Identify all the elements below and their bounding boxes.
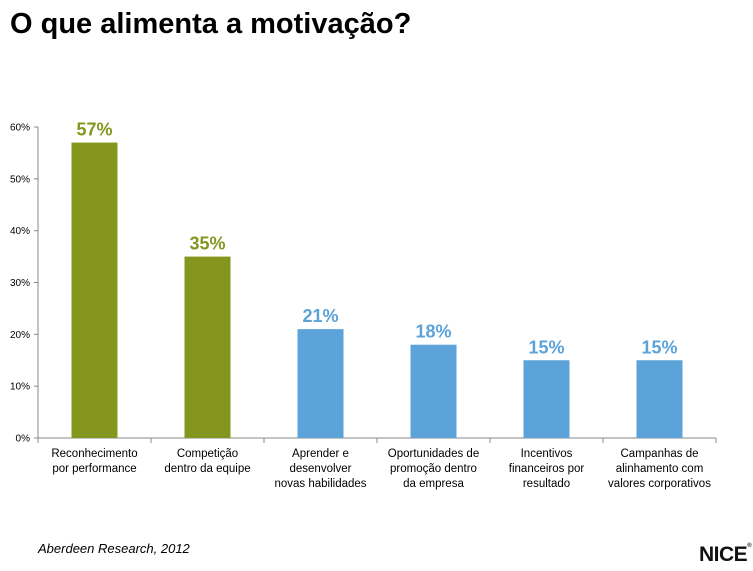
- y-tick-label: 20%: [10, 330, 30, 341]
- category-label-line: da empresa: [403, 478, 464, 490]
- category-label: Incentivos financeiros por resultado: [509, 448, 585, 490]
- y-tick-label: 10%: [10, 382, 30, 393]
- category-label-line: desenvolver: [289, 463, 351, 475]
- source-note: Aberdeen Research, 2012: [38, 541, 190, 556]
- data-label: 21%: [302, 306, 338, 326]
- category-label-line: Aprender e: [292, 448, 349, 460]
- category-label-line: Reconhecimento: [51, 448, 137, 460]
- y-tick-label: 30%: [10, 278, 30, 289]
- category-label: Aprender e desenvolver novas habilidades: [274, 448, 366, 490]
- data-label: 15%: [641, 337, 677, 357]
- category-label-line: Incentivos: [521, 448, 573, 460]
- data-label: 15%: [528, 337, 564, 357]
- logo-text: NICE: [699, 543, 748, 566]
- category-label-line: financeiros por: [509, 463, 585, 475]
- category-label-line: resultado: [523, 478, 570, 490]
- category-label-line: Competição: [177, 448, 238, 460]
- bar: [71, 142, 118, 439]
- category-label-line: Campanhas de: [621, 448, 699, 460]
- data-label: 35%: [189, 234, 225, 254]
- data-label: 18%: [415, 322, 451, 342]
- bar: [523, 360, 570, 438]
- y-tick-label: 40%: [10, 226, 30, 237]
- page-title: O que alimenta a motivação?: [10, 8, 412, 40]
- category-label-line: novas habilidades: [274, 478, 366, 490]
- category-label: Reconhecimento por performance: [51, 448, 137, 475]
- y-tick-label: 0%: [16, 434, 31, 445]
- y-tick-label: 50%: [10, 174, 30, 185]
- data-label: 57%: [76, 120, 112, 140]
- category-label-line: promoção dentro: [390, 463, 477, 475]
- category-label-line: dentro da equipe: [164, 463, 250, 475]
- category-label-line: valores corporativos: [608, 478, 711, 490]
- category-label: Campanhas de alinhamento com valores corpo…: [608, 448, 711, 490]
- category-label-line: por performance: [52, 463, 136, 475]
- bar: [184, 256, 231, 438]
- nice-logo: NICE®: [699, 543, 752, 566]
- category-label: Oportunidades de promoção dentro da empres…: [388, 448, 479, 490]
- bar: [636, 360, 683, 438]
- category-label: Competição dentro da equipe: [164, 448, 250, 475]
- category-label-line: Oportunidades de: [388, 448, 479, 460]
- bar: [410, 344, 457, 438]
- bar: [297, 329, 344, 438]
- y-tick-label: 60%: [10, 123, 30, 134]
- category-label-line: alinhamento com: [616, 463, 704, 475]
